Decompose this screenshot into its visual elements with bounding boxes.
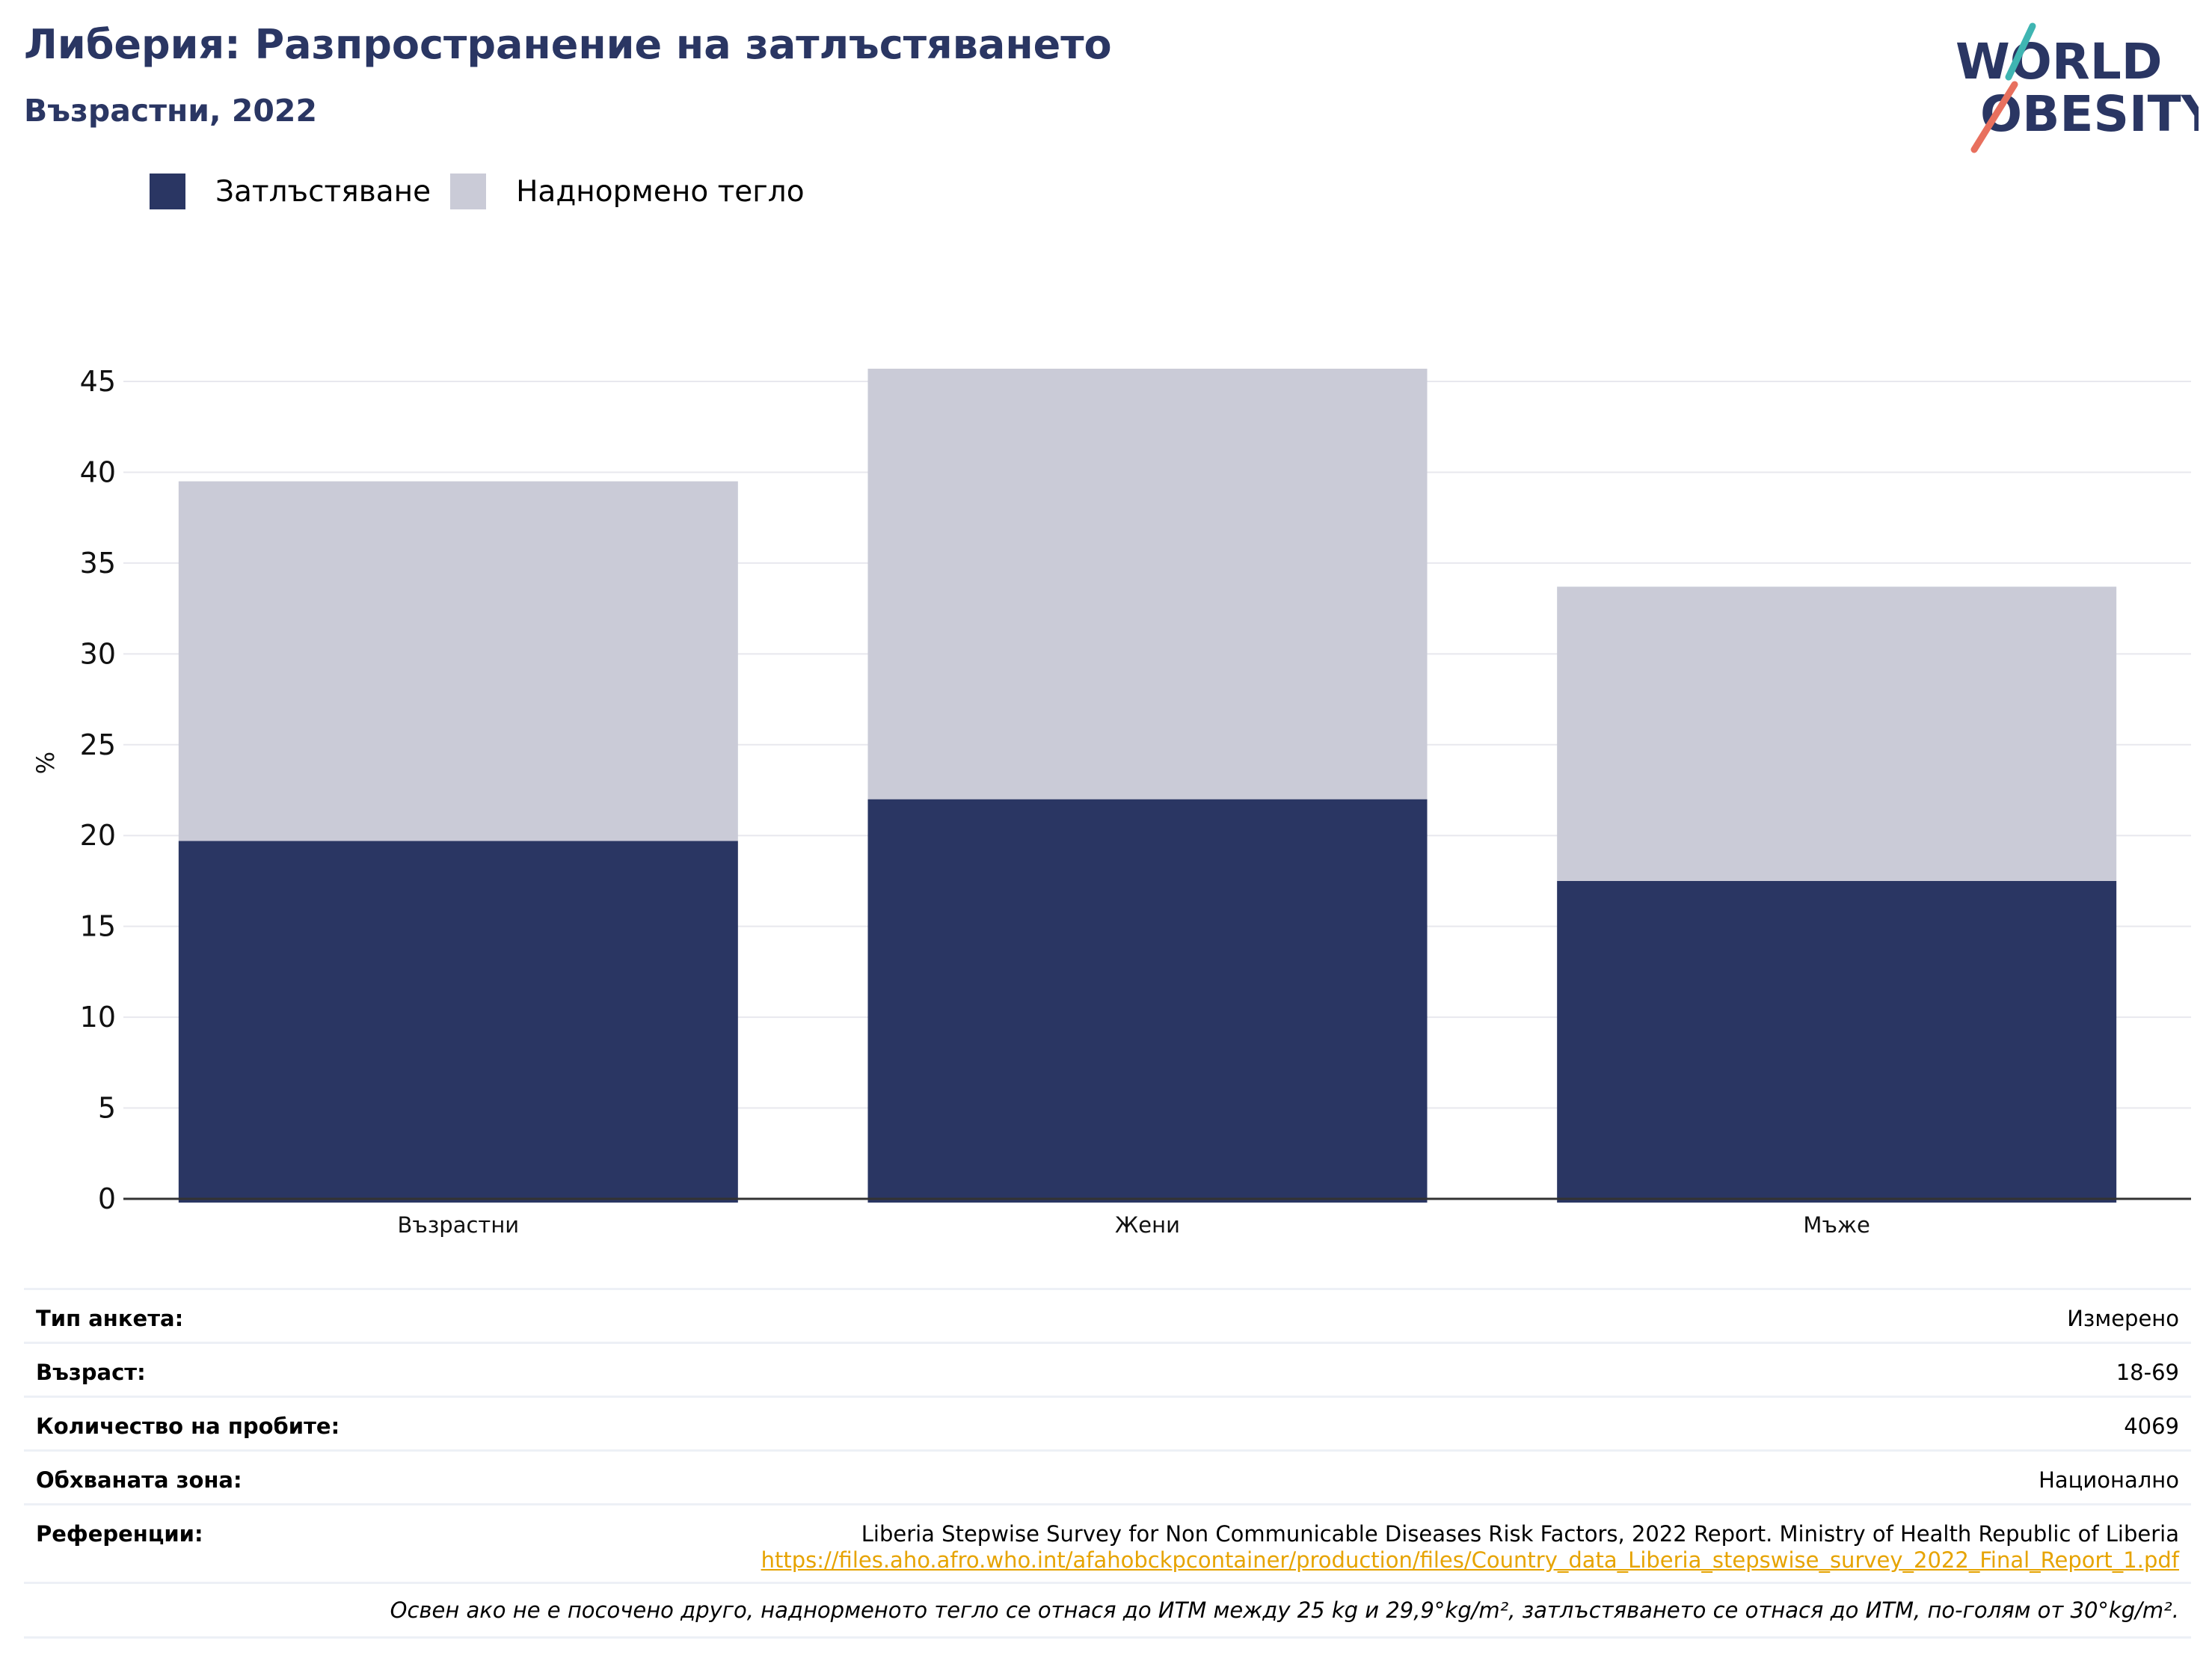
- info-key: Възраст:: [36, 1360, 146, 1385]
- info-value: Измерено: [2067, 1306, 2179, 1331]
- x-tick-label: Жени: [1115, 1212, 1180, 1238]
- bar-segment-overweight: [1557, 586, 2117, 881]
- chart-legend: Затлъстяване Наднормено тегло: [150, 171, 824, 212]
- legend-label-overweight: Наднормено тегло: [516, 174, 805, 209]
- bar-chart: 0 5 10 15 20 25 30 35 40 45% Възрастни Жени Мъже: [31, 365, 2191, 1238]
- bmi-definition-note: Освен ако не е посочено друго, наднормен…: [390, 1597, 2179, 1623]
- footnote-row: Освен ако не е посочено друго, наднормен…: [24, 1582, 2191, 1639]
- y-axis-label: %: [31, 752, 60, 774]
- logo-word-world: WORLD: [1956, 33, 2163, 90]
- x-tick-label: Мъже: [1803, 1212, 1870, 1238]
- bar-segment-obesity: [1557, 880, 2117, 1203]
- info-row-sample-size: Количество на пробите: 4069: [24, 1396, 2191, 1449]
- info-row-age: Възраст: 18-69: [24, 1342, 2191, 1396]
- chart-subtitle: Възрастни, 2022: [24, 93, 317, 129]
- info-key: Референции:: [36, 1521, 203, 1547]
- y-tick-label: 5: [98, 1092, 116, 1125]
- legend-label-obesity: Затлъстяване: [215, 174, 431, 209]
- x-tick-label: Възрастни: [398, 1212, 520, 1238]
- y-tick-label: 40: [80, 455, 116, 488]
- info-row-survey-type: Тип анкета: Измерено: [24, 1288, 2191, 1342]
- bar-segment-overweight: [867, 368, 1428, 799]
- reference-text: Liberia Stepwise Survey for Non Communic…: [861, 1521, 2179, 1547]
- bar-segment-obesity: [867, 799, 1428, 1203]
- chart-title: Либерия: Разпространение на затлъстяване…: [24, 21, 1112, 68]
- legend-item-obesity: Затлъстяване: [150, 174, 431, 209]
- legend-item-overweight: Наднормено тегло: [450, 174, 805, 209]
- y-tick-label: 0: [98, 1182, 116, 1215]
- y-tick-label: 10: [80, 1001, 116, 1034]
- legend-swatch-obesity: [150, 174, 185, 209]
- info-value: 18-69: [2116, 1360, 2179, 1385]
- logo-word-obesity: OBESITY: [1980, 85, 2199, 143]
- reference-link[interactable]: https://files.aho.afro.who.int/afahobckp…: [761, 1547, 2179, 1573]
- info-key: Обхваната зона:: [36, 1467, 242, 1493]
- y-tick-label: 30: [80, 637, 116, 670]
- y-tick-label: 45: [80, 365, 116, 398]
- legend-swatch-overweight: [450, 174, 487, 209]
- info-row-references: Референции: Liberia Stepwise Survey for …: [24, 1503, 2191, 1582]
- survey-info-table: Тип анкета: Измерено Възраст: 18-69 Коли…: [24, 1288, 2191, 1639]
- info-value: Национално: [2039, 1467, 2179, 1493]
- y-tick-label: 20: [80, 819, 116, 852]
- info-key: Количество на пробите:: [36, 1413, 340, 1439]
- y-tick-label: 35: [80, 547, 116, 580]
- info-value: 4069: [2124, 1413, 2179, 1439]
- info-key: Тип анкета:: [36, 1306, 184, 1331]
- y-tick-label: 15: [80, 910, 116, 943]
- world-obesity-logo: WORLD OBESITY: [1956, 22, 2199, 153]
- y-tick-label: 25: [80, 728, 116, 761]
- bar-segment-overweight: [178, 481, 738, 841]
- bar-segment-obesity: [178, 841, 738, 1203]
- info-row-area: Обхваната зона: Национално: [24, 1449, 2191, 1503]
